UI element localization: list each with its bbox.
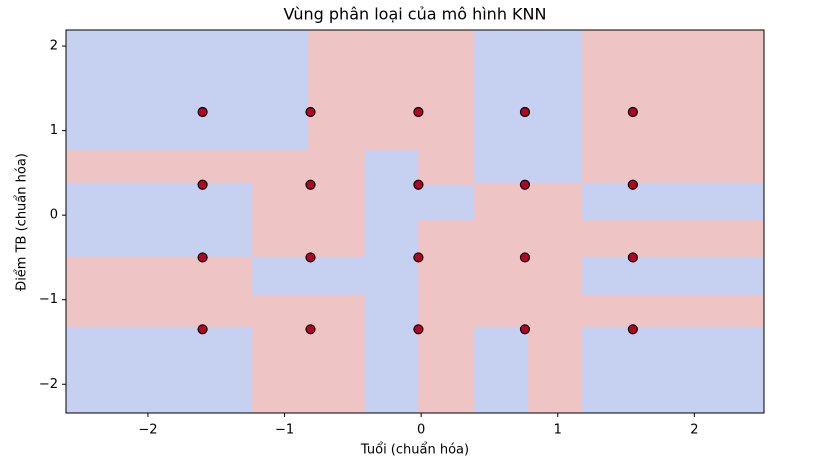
point <box>519 324 531 335</box>
region <box>418 185 474 220</box>
y-tick-label: −2 <box>39 377 58 392</box>
region <box>474 327 528 413</box>
x-axis-label: Tuổi (chuẩn hóa) <box>360 443 469 458</box>
point <box>519 252 531 263</box>
y-tick-label: 0 <box>50 208 58 223</box>
x-tick-label: −1 <box>275 423 294 438</box>
decision-regions <box>66 30 764 413</box>
point <box>305 324 316 335</box>
point <box>413 106 424 118</box>
region <box>582 257 764 295</box>
region <box>474 30 582 183</box>
point <box>627 252 638 263</box>
y-tick-label: −1 <box>39 292 58 307</box>
point <box>197 324 208 335</box>
y-axis-label: Điểm TB (chuẩn hóa) <box>15 153 30 291</box>
y-tick-label: 1 <box>50 123 58 138</box>
point <box>627 324 638 335</box>
x-tick-label: 1 <box>554 423 562 438</box>
y-tick-label: 2 <box>50 39 58 54</box>
region <box>66 30 308 150</box>
x-tick-label: 0 <box>417 423 425 438</box>
point <box>519 179 531 190</box>
point <box>305 179 316 190</box>
chart-title: Vùng phân loại của mô hình KNN <box>284 5 547 24</box>
point <box>197 252 208 263</box>
point <box>305 252 316 263</box>
point <box>305 106 316 118</box>
point <box>627 179 638 190</box>
point <box>413 324 424 335</box>
region <box>582 183 764 220</box>
region <box>365 150 418 413</box>
point <box>197 106 208 118</box>
region <box>66 183 252 257</box>
region <box>582 327 764 413</box>
point <box>627 106 638 118</box>
point <box>197 179 208 190</box>
region <box>66 327 252 413</box>
point <box>519 106 531 118</box>
x-tick-label: −2 <box>138 423 157 438</box>
region <box>252 257 365 295</box>
x-tick-label: 2 <box>690 423 698 438</box>
plot-frame <box>65 29 765 414</box>
point <box>413 252 424 263</box>
point <box>413 179 424 190</box>
